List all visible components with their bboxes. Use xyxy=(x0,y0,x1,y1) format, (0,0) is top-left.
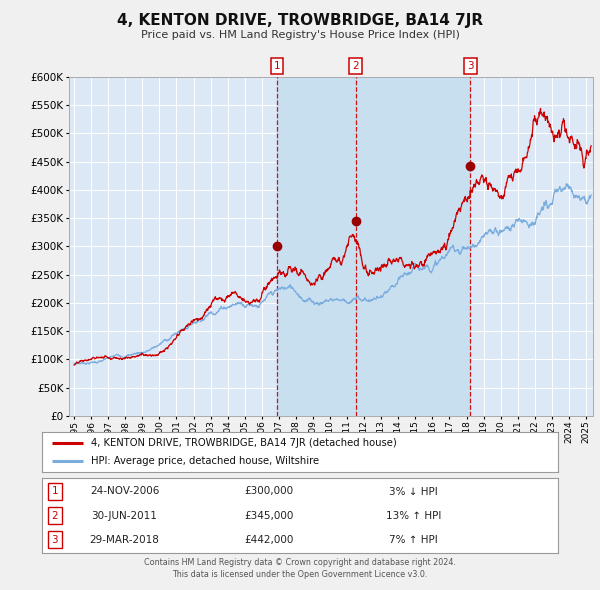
Text: 1: 1 xyxy=(52,487,58,497)
Text: Price paid vs. HM Land Registry's House Price Index (HPI): Price paid vs. HM Land Registry's House … xyxy=(140,30,460,40)
Text: 2: 2 xyxy=(52,511,58,520)
Text: £442,000: £442,000 xyxy=(244,535,294,545)
Text: 24-NOV-2006: 24-NOV-2006 xyxy=(90,487,159,497)
Text: 3% ↓ HPI: 3% ↓ HPI xyxy=(389,487,438,497)
Text: 7% ↑ HPI: 7% ↑ HPI xyxy=(389,535,438,545)
Text: 30-JUN-2011: 30-JUN-2011 xyxy=(92,511,157,520)
Text: 29-MAR-2018: 29-MAR-2018 xyxy=(89,535,160,545)
Text: £300,000: £300,000 xyxy=(244,487,293,497)
Text: 4, KENTON DRIVE, TROWBRIDGE, BA14 7JR: 4, KENTON DRIVE, TROWBRIDGE, BA14 7JR xyxy=(117,13,483,28)
Text: 3: 3 xyxy=(467,61,474,71)
Text: 1: 1 xyxy=(274,61,280,71)
Text: 4, KENTON DRIVE, TROWBRIDGE, BA14 7JR (detached house): 4, KENTON DRIVE, TROWBRIDGE, BA14 7JR (d… xyxy=(91,438,397,448)
Bar xyxy=(277,77,470,416)
Text: £345,000: £345,000 xyxy=(244,511,294,520)
Text: HPI: Average price, detached house, Wiltshire: HPI: Average price, detached house, Wilt… xyxy=(91,456,319,466)
Text: 2: 2 xyxy=(352,61,359,71)
Text: Contains HM Land Registry data © Crown copyright and database right 2024.: Contains HM Land Registry data © Crown c… xyxy=(144,558,456,567)
Text: This data is licensed under the Open Government Licence v3.0.: This data is licensed under the Open Gov… xyxy=(172,570,428,579)
Text: 3: 3 xyxy=(52,535,58,545)
Text: 13% ↑ HPI: 13% ↑ HPI xyxy=(386,511,441,520)
